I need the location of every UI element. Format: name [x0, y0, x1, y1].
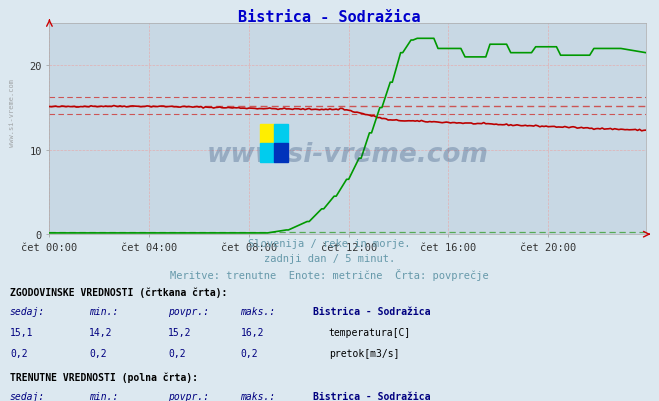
- Text: min.:: min.:: [89, 306, 119, 316]
- Text: sedaj:: sedaj:: [10, 391, 45, 401]
- Text: Slovenija / reke in morje.: Slovenija / reke in morje.: [248, 239, 411, 249]
- Text: maks.:: maks.:: [241, 391, 275, 401]
- Text: 14,2: 14,2: [89, 327, 113, 337]
- Text: ZGODOVINSKE VREDNOSTI (črtkana črta):: ZGODOVINSKE VREDNOSTI (črtkana črta):: [10, 287, 227, 297]
- Text: 16,2: 16,2: [241, 327, 264, 337]
- Text: 15,2: 15,2: [168, 327, 192, 337]
- Text: povpr.:: povpr.:: [168, 391, 209, 401]
- Bar: [260, 143, 274, 162]
- Text: maks.:: maks.:: [241, 306, 275, 316]
- Text: sedaj:: sedaj:: [10, 306, 45, 316]
- Text: 0,2: 0,2: [89, 348, 107, 358]
- Bar: [274, 124, 288, 143]
- Text: TRENUTNE VREDNOSTI (polna črta):: TRENUTNE VREDNOSTI (polna črta):: [10, 372, 198, 382]
- Text: www.si-vreme.com: www.si-vreme.com: [9, 78, 14, 146]
- Text: Meritve: trenutne  Enote: metrične  Črta: povprečje: Meritve: trenutne Enote: metrične Črta: …: [170, 268, 489, 280]
- Bar: [260, 124, 274, 143]
- Text: Bistrica - Sodražica: Bistrica - Sodražica: [313, 391, 430, 401]
- Text: 0,2: 0,2: [10, 348, 28, 358]
- Text: Bistrica - Sodražica: Bistrica - Sodražica: [313, 306, 430, 316]
- Text: zadnji dan / 5 minut.: zadnji dan / 5 minut.: [264, 253, 395, 263]
- Text: www.si-vreme.com: www.si-vreme.com: [207, 142, 488, 168]
- Text: Bistrica - Sodražica: Bistrica - Sodražica: [239, 10, 420, 25]
- Text: temperatura[C]: temperatura[C]: [329, 327, 411, 337]
- Bar: [274, 143, 288, 162]
- Text: povpr.:: povpr.:: [168, 306, 209, 316]
- Text: min.:: min.:: [89, 391, 119, 401]
- Text: 0,2: 0,2: [168, 348, 186, 358]
- Text: 15,1: 15,1: [10, 327, 34, 337]
- Text: 0,2: 0,2: [241, 348, 258, 358]
- Text: pretok[m3/s]: pretok[m3/s]: [329, 348, 399, 358]
